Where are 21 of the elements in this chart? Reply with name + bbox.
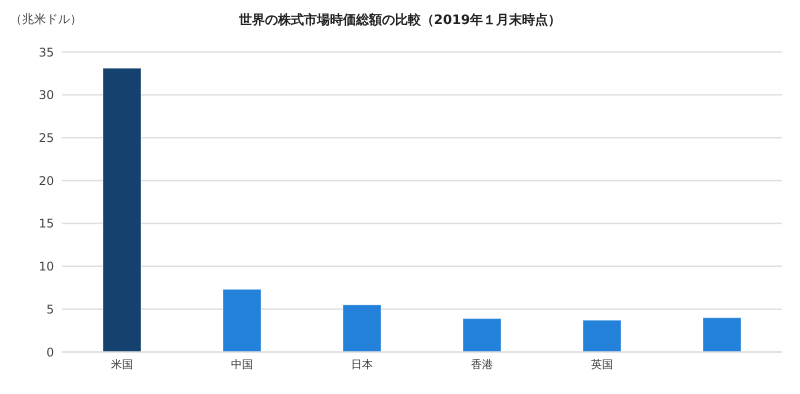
bar: [462, 318, 502, 352]
x-tick-label: 中国: [231, 358, 253, 371]
x-tick-label: 日本: [351, 358, 373, 371]
y-tick-label: 25: [38, 130, 54, 145]
chart-title: 世界の株式市場時価総額の比較（2019年１月末時点）: [238, 13, 562, 28]
x-tick-label: 米国: [111, 358, 133, 371]
y-tick-label: 5: [46, 302, 54, 316]
y-tick-label: 20: [38, 174, 54, 188]
bar: [342, 304, 382, 352]
bar: [702, 317, 742, 352]
bar: [222, 288, 262, 352]
x-tick-label: 香港: [471, 358, 493, 371]
y-axis-title: （兆米ドル）: [10, 11, 82, 28]
y-tick-label: 15: [38, 216, 54, 231]
x-tick-label: 英国: [591, 358, 613, 371]
y-tick-label: 0: [46, 345, 54, 360]
y-tick-label: 10: [38, 260, 54, 274]
y-tick-label: 30: [38, 88, 54, 102]
bar: [582, 320, 622, 352]
bar: [102, 68, 142, 352]
y-tick-label: 35: [38, 45, 54, 60]
